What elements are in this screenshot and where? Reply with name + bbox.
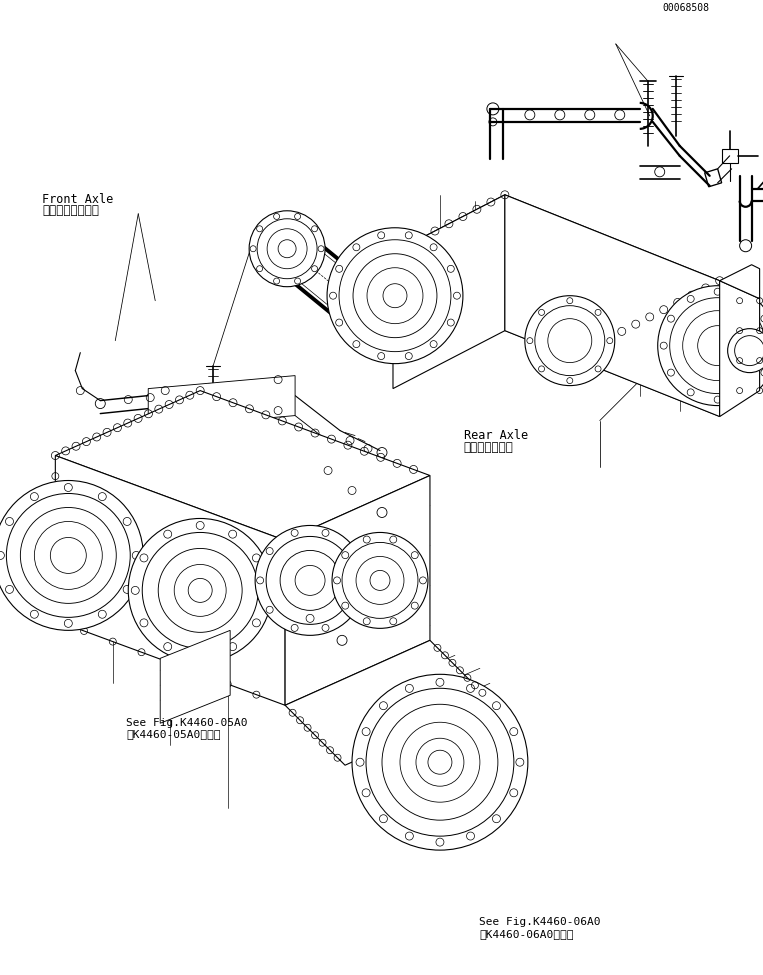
- Text: フロントアクスル: フロントアクスル: [42, 204, 99, 217]
- Text: See Fig.K4460-06A0: See Fig.K4460-06A0: [479, 917, 600, 927]
- Text: リヤーアクスル: リヤーアクスル: [464, 441, 513, 454]
- Circle shape: [0, 481, 143, 631]
- Polygon shape: [285, 476, 430, 705]
- Polygon shape: [505, 195, 720, 416]
- Polygon shape: [56, 455, 285, 705]
- Polygon shape: [148, 375, 295, 429]
- Polygon shape: [160, 631, 230, 723]
- Text: Rear Axle: Rear Axle: [464, 429, 528, 443]
- Polygon shape: [720, 281, 760, 416]
- Circle shape: [332, 532, 428, 628]
- Circle shape: [352, 675, 528, 850]
- Circle shape: [128, 519, 272, 662]
- Text: See Fig.K4460-05A0: See Fig.K4460-05A0: [126, 718, 248, 727]
- Circle shape: [728, 329, 763, 372]
- Circle shape: [658, 286, 763, 406]
- Circle shape: [250, 211, 325, 287]
- Text: 第K4460-05A0図参照: 第K4460-05A0図参照: [126, 729, 221, 739]
- Circle shape: [327, 228, 463, 364]
- Polygon shape: [720, 265, 760, 298]
- Circle shape: [255, 526, 365, 636]
- Polygon shape: [393, 195, 720, 338]
- Circle shape: [525, 295, 615, 385]
- Polygon shape: [393, 195, 505, 389]
- Text: 第K4460-06A0図参照: 第K4460-06A0図参照: [479, 929, 574, 939]
- Polygon shape: [56, 391, 430, 540]
- Polygon shape: [285, 641, 490, 765]
- Text: Front Axle: Front Axle: [42, 192, 114, 206]
- Text: 00068508: 00068508: [662, 3, 709, 13]
